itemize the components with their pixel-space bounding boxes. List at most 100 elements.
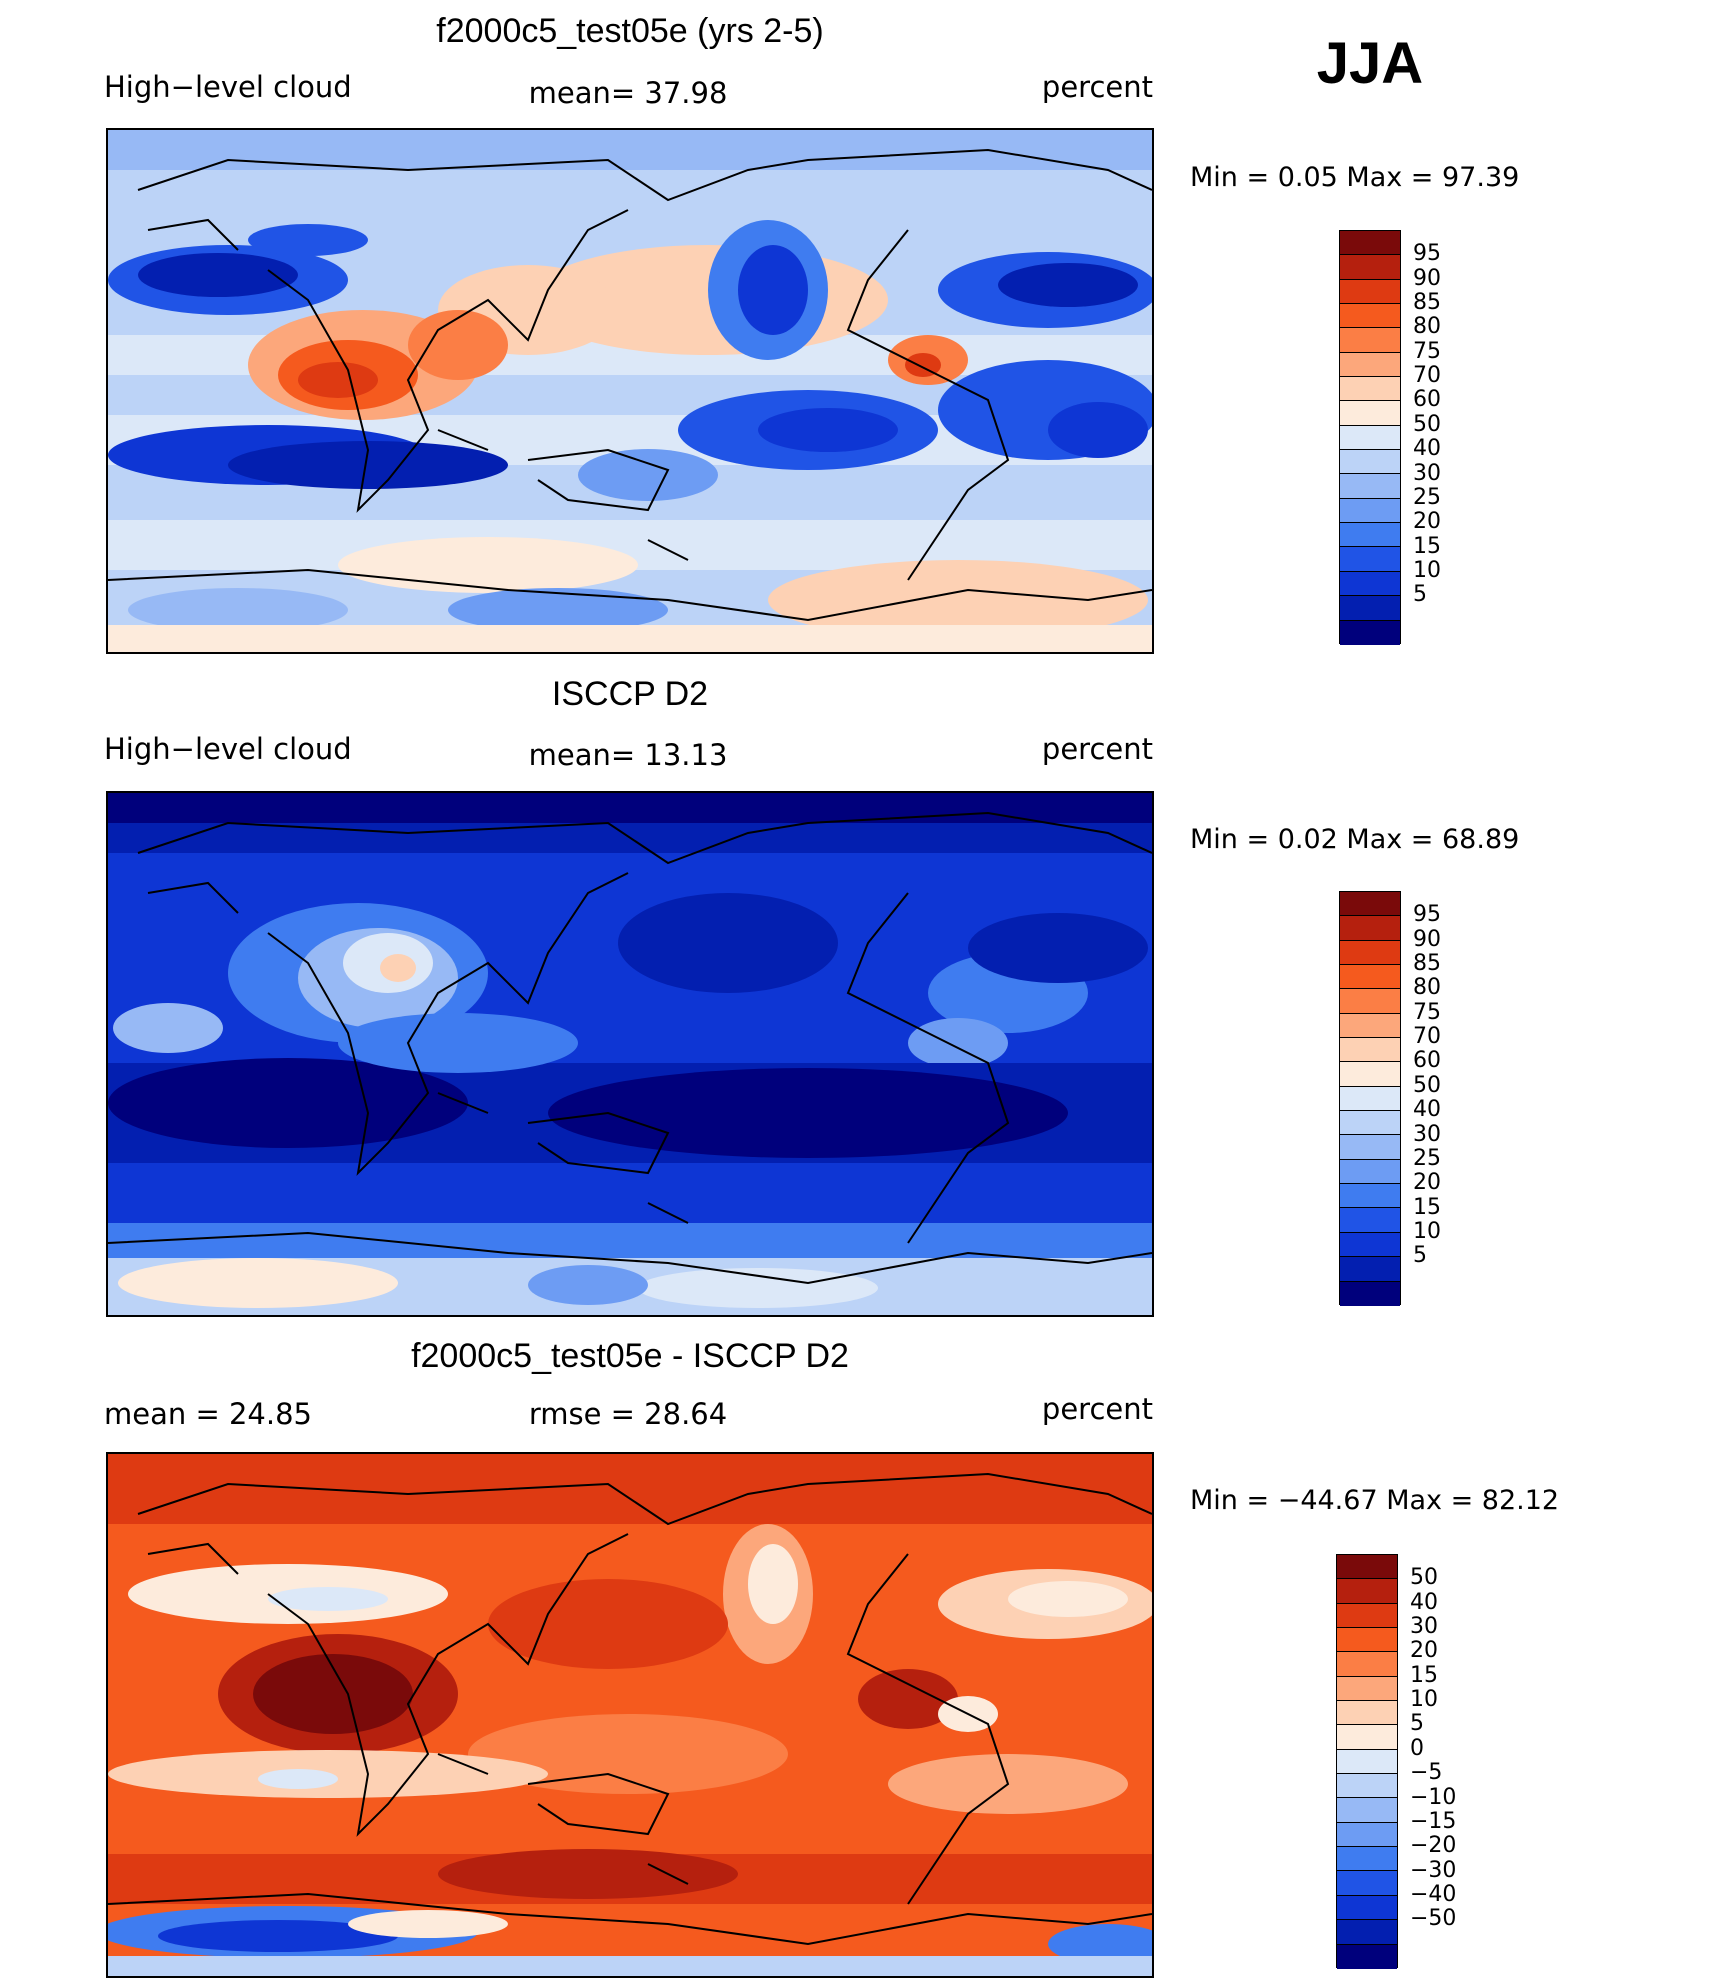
colorbar-segment: [1340, 1038, 1400, 1063]
colorbar-tick-label: 95: [1413, 241, 1441, 267]
colorbar-segment: [1340, 304, 1400, 329]
colorbar-segment: [1340, 916, 1400, 941]
colorbar-tick-label: 40: [1413, 436, 1441, 462]
panel-2-map: [106, 791, 1154, 1317]
colorbar-segment: [1340, 1208, 1400, 1233]
panel-2-colorbar: [1339, 891, 1401, 1306]
colorbar-tick-label: −20: [1410, 1833, 1457, 1859]
colorbar-tick-label: 30: [1410, 1614, 1438, 1640]
colorbar-tick-label: 5: [1410, 1711, 1424, 1737]
panel-1-colorbar: [1339, 230, 1401, 645]
colorbar-tick-label: 30: [1413, 460, 1441, 486]
panel-1-map: [106, 128, 1154, 654]
colorbar-tick-label: 80: [1413, 975, 1441, 1001]
colorbar-segment: [1337, 1603, 1397, 1629]
colorbar-tick-label: 50: [1410, 1565, 1438, 1591]
colorbar-segment: [1340, 1257, 1400, 1282]
colorbar-tick-label: 20: [1413, 509, 1441, 535]
panel-2-title: ISCCP D2: [551, 675, 709, 713]
colorbar-segment: [1340, 377, 1400, 402]
colorbar-segment: [1340, 279, 1400, 305]
colorbar-segment: [1337, 1871, 1397, 1896]
colorbar-tick-label: 25: [1413, 484, 1441, 510]
colorbar-tick-label: 10: [1410, 1687, 1438, 1713]
season-label: JJA: [1316, 31, 1424, 96]
panel-3-map: [106, 1452, 1154, 1978]
colorbar-tick-label: 20: [1413, 1170, 1441, 1196]
colorbar-segment: [1337, 1652, 1397, 1677]
colorbar-segment: [1340, 1184, 1400, 1209]
panel-2-variable-label: High−level cloud: [104, 732, 352, 766]
colorbar-tick-label: 0: [1410, 1735, 1424, 1761]
colorbar-tick-label: 60: [1413, 387, 1441, 413]
colorbar-segment: [1337, 1895, 1397, 1921]
colorbar-segment: [1340, 892, 1400, 917]
colorbar-tick-label: 85: [1413, 290, 1441, 316]
panel-3-mean-label: mean = 24.85: [104, 1397, 312, 1431]
colorbar-segment: [1340, 965, 1400, 990]
colorbar-segment: [1337, 1555, 1397, 1580]
colorbar-segment: [1337, 1798, 1397, 1823]
colorbar-tick-label: 10: [1413, 557, 1441, 583]
colorbar-tick-label: 10: [1413, 1218, 1441, 1244]
colorbar-tick-label: −30: [1410, 1857, 1457, 1883]
colorbar-segment: [1337, 1701, 1397, 1726]
colorbar-tick-label: 90: [1413, 265, 1441, 291]
colorbar-segment: [1340, 474, 1400, 499]
colorbar-tick-label: 85: [1413, 951, 1441, 977]
colorbar-tick-label: −10: [1410, 1784, 1457, 1810]
colorbar-tick-label: 5: [1413, 1243, 1427, 1269]
colorbar-tick-label: 80: [1413, 314, 1441, 340]
panel-3-colorbar: [1336, 1554, 1398, 1969]
colorbar-segment: [1340, 401, 1400, 426]
colorbar-tick-label: 15: [1413, 533, 1441, 559]
colorbar-segment: [1340, 1086, 1400, 1112]
colorbar-segment: [1340, 547, 1400, 572]
colorbar-tick-label: 70: [1413, 363, 1441, 389]
colorbar-tick-label: 95: [1413, 902, 1441, 928]
panel-1-minmax: Min = 0.05 Max = 97.39: [1190, 162, 1520, 193]
colorbar-tick-label: 30: [1413, 1121, 1441, 1147]
colorbar-tick-label: 50: [1413, 411, 1441, 437]
colorbar-tick-label: 75: [1413, 338, 1441, 364]
colorbar-segment: [1337, 1579, 1397, 1604]
colorbar-tick-label: 70: [1413, 1024, 1441, 1050]
colorbar-segment: [1337, 1920, 1397, 1945]
panel-1-units-label: percent: [1041, 70, 1153, 104]
panel-3-minmax: Min = −44.67 Max = 82.12: [1190, 1485, 1560, 1516]
colorbar-segment: [1337, 1676, 1397, 1702]
colorbar-segment: [1340, 1013, 1400, 1039]
colorbar-tick-label: 15: [1413, 1194, 1441, 1220]
colorbar-tick-label: 40: [1410, 1589, 1438, 1615]
colorbar-tick-label: 40: [1413, 1097, 1441, 1123]
colorbar-segment: [1340, 425, 1400, 451]
colorbar-segment: [1337, 1725, 1397, 1750]
panel-1-variable-label: High−level cloud: [104, 70, 352, 104]
panel-3-units-label: percent: [1041, 1392, 1153, 1426]
colorbar-tick-label: 15: [1410, 1662, 1438, 1688]
colorbar-segment: [1340, 1111, 1400, 1136]
colorbar-tick-label: 75: [1413, 999, 1441, 1025]
colorbar-segment: [1340, 523, 1400, 548]
colorbar-segment: [1340, 231, 1400, 256]
colorbar-tick-label: 50: [1413, 1072, 1441, 1098]
colorbar-tick-label: −40: [1410, 1881, 1457, 1907]
colorbar-segment: [1340, 940, 1400, 966]
colorbar-segment: [1340, 498, 1400, 524]
panel-2-units-label: percent: [1041, 732, 1153, 766]
colorbar-tick-label: −50: [1410, 1906, 1457, 1932]
colorbar-segment: [1340, 571, 1400, 597]
colorbar-segment: [1340, 620, 1400, 645]
colorbar-segment: [1337, 1847, 1397, 1872]
colorbar-segment: [1337, 1822, 1397, 1848]
colorbar-segment: [1337, 1774, 1397, 1799]
colorbar-segment: [1340, 328, 1400, 353]
colorbar-segment: [1340, 1281, 1400, 1306]
colorbar-segment: [1340, 255, 1400, 280]
colorbar-segment: [1340, 450, 1400, 475]
panel-1-mean-label: mean= 37.98: [528, 76, 728, 110]
colorbar-tick-label: 25: [1413, 1145, 1441, 1171]
panel-3-title: f2000c5_test05e - ISCCP D2: [411, 1337, 849, 1375]
colorbar-segment: [1340, 1135, 1400, 1160]
colorbar-segment: [1340, 989, 1400, 1014]
